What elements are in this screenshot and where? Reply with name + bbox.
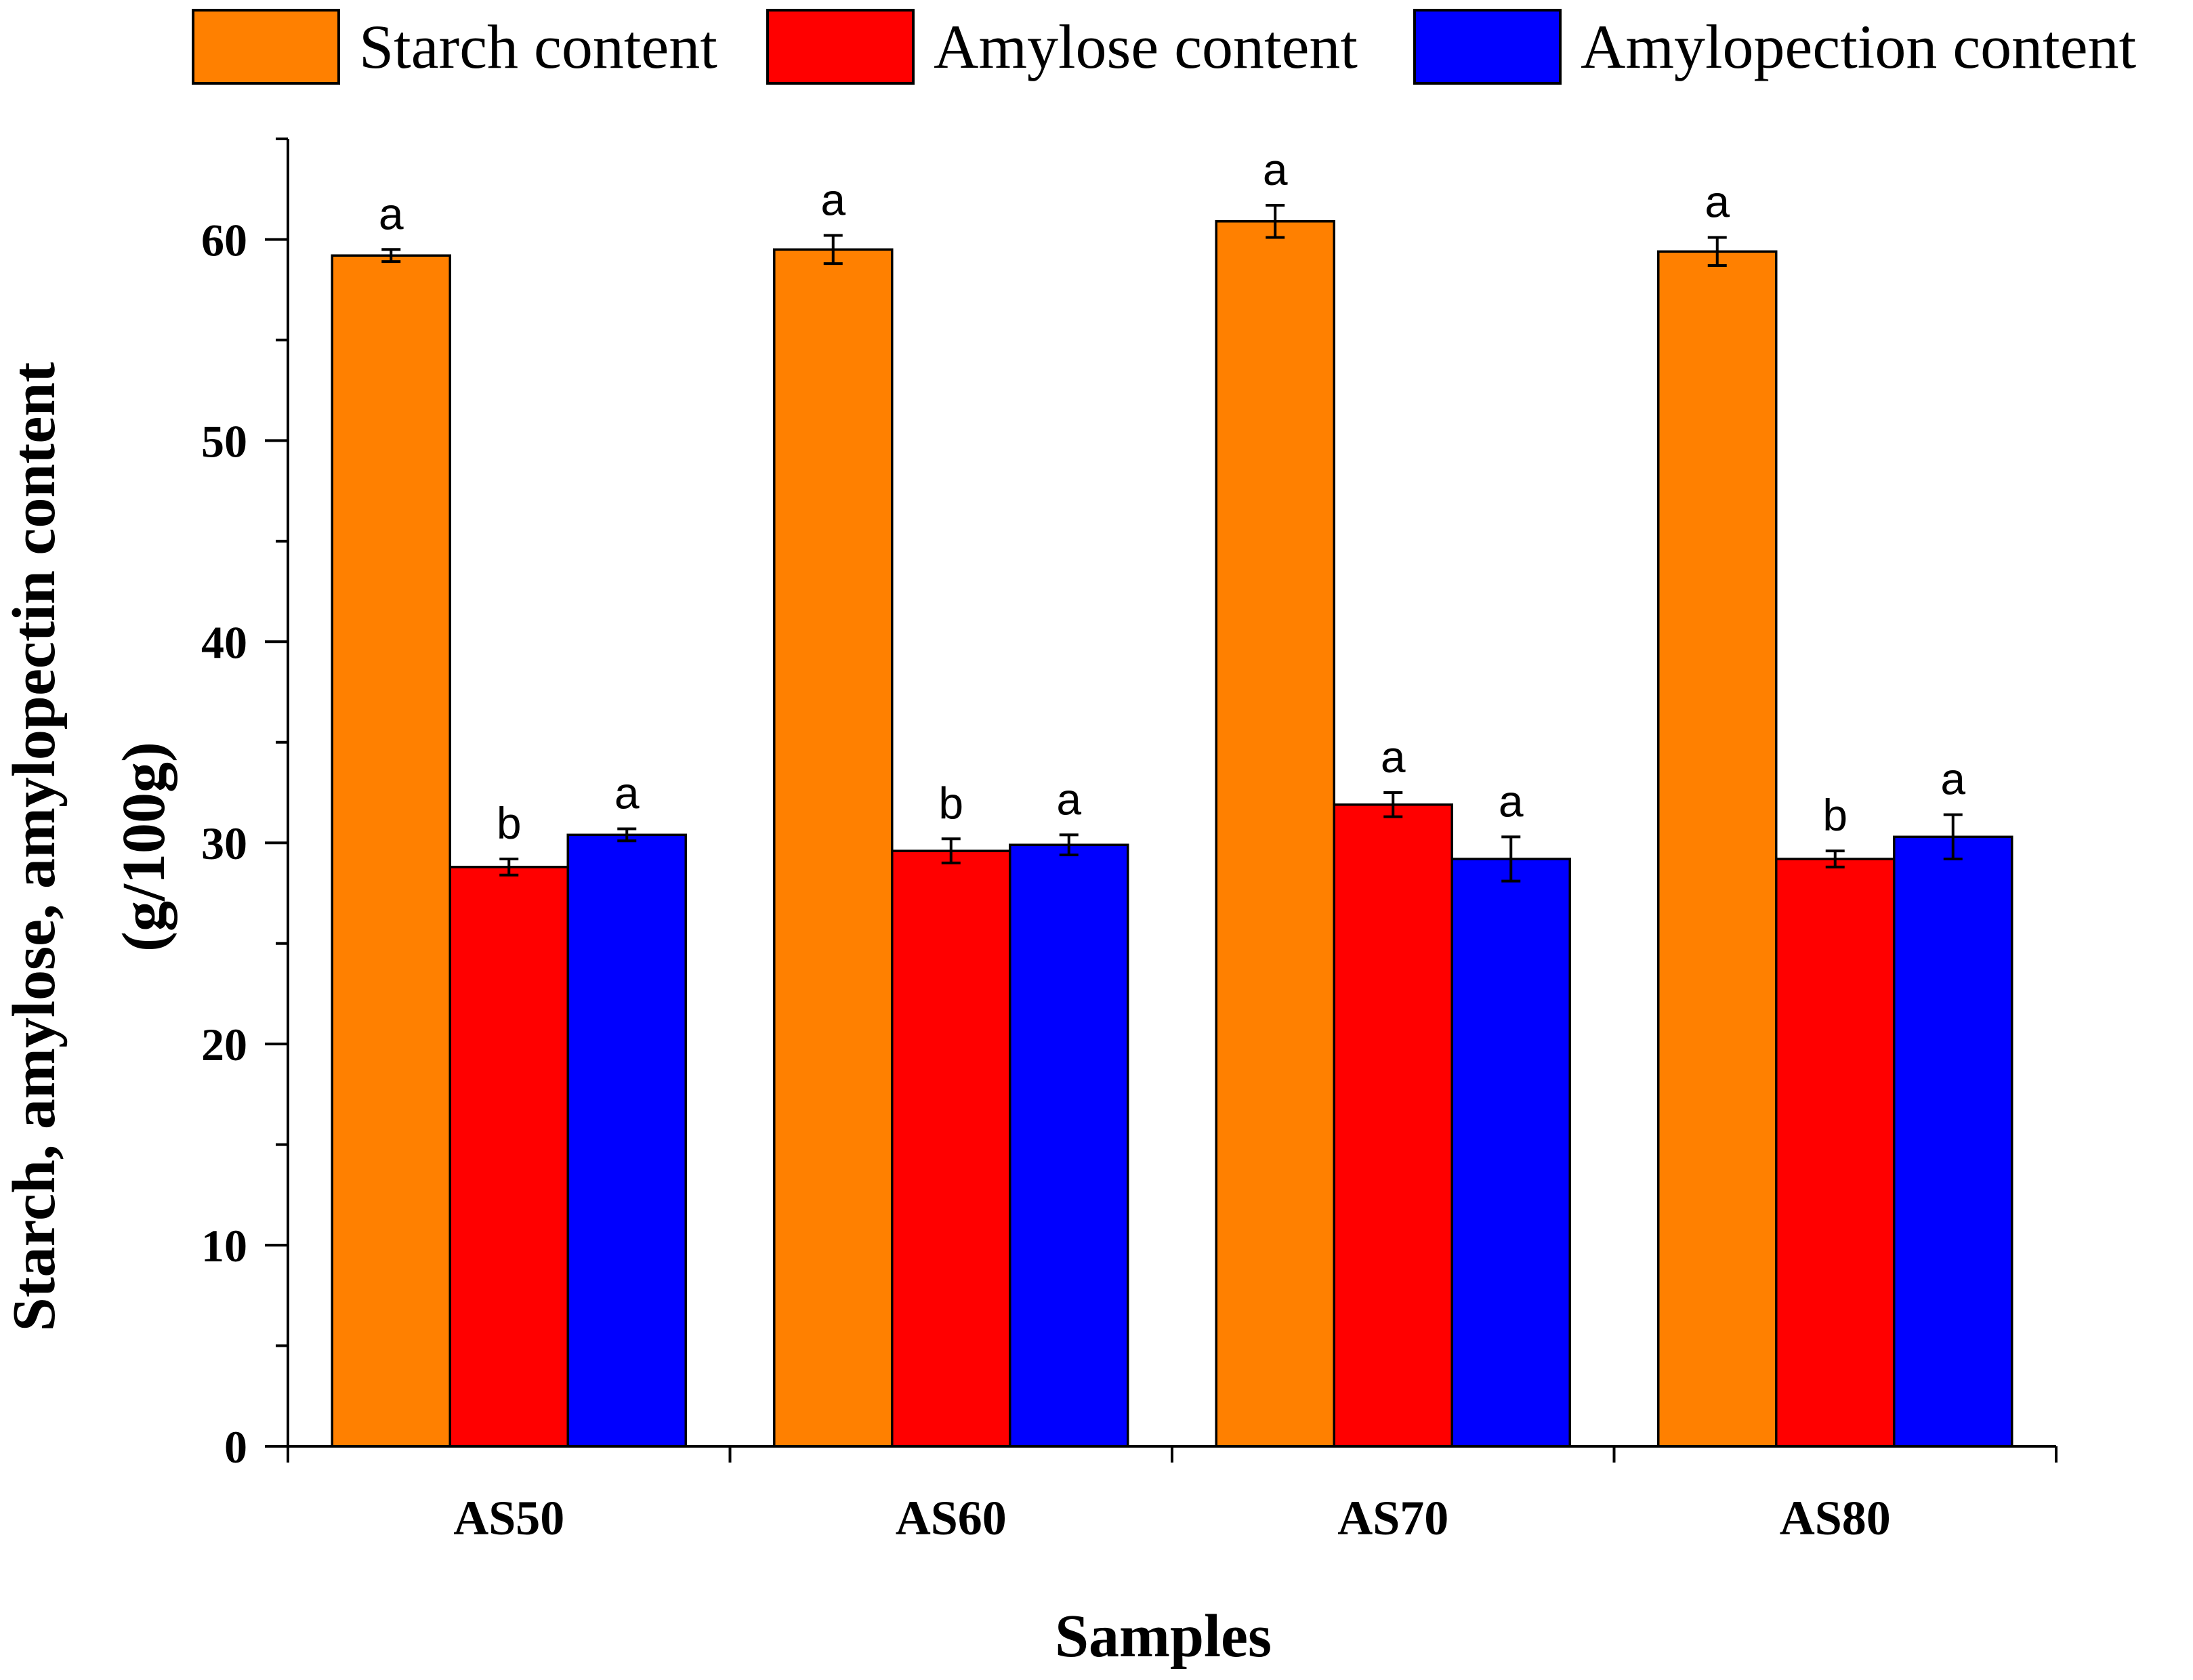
- x-tick-label-as70: AS70: [1337, 1491, 1448, 1545]
- y-tick-label: 50: [201, 415, 247, 467]
- legend-swatch-starch: [192, 9, 340, 85]
- y-tick-label: 60: [201, 214, 247, 266]
- sig-label-starch-as80: a: [1705, 176, 1730, 226]
- axes: 0 10 20 30 40 50 60 AS50 AS60 AS70 AS80: [201, 138, 2058, 1545]
- y-tick-label: 0: [224, 1421, 247, 1473]
- legend-swatch-amylose: [766, 9, 915, 85]
- axis-titles: Samples Starch, amylose, amylopectin con…: [1, 362, 1272, 1670]
- sig-label-amylopectin-as60: a: [1056, 774, 1081, 824]
- legend-label-starch: Starch content: [359, 12, 717, 81]
- y-tick-label: 40: [201, 616, 247, 668]
- sig-label-amylopectin-as70: a: [1499, 776, 1524, 826]
- bars: [331, 219, 2013, 1448]
- x-tick-label-as50: AS50: [453, 1491, 564, 1545]
- bar-amylose-as50: [448, 866, 569, 1448]
- bar-amylose-as80: [1775, 858, 1896, 1448]
- bar-starch-as70: [1215, 219, 1335, 1448]
- bar-amylopectin-as50: [566, 833, 687, 1448]
- y-tick-label: 20: [201, 1019, 247, 1070]
- sig-label-starch-as60: a: [820, 175, 845, 225]
- bar-amylopectin-as70: [1450, 858, 1571, 1448]
- y-axis-title-line-1: Starch, amylose, amylopectin content: [1, 362, 68, 1332]
- bar-amylopectin-as60: [1009, 843, 1129, 1448]
- bar-amylopectin-as80: [1893, 835, 2013, 1448]
- legend-swatch-amylopectin: [1413, 9, 1562, 85]
- x-tick-label-as80: AS80: [1780, 1491, 1891, 1545]
- sig-label-starch-as70: a: [1263, 144, 1288, 194]
- sig-label-amylopectin-as50: a: [614, 768, 640, 818]
- legend: Starch content Amylose content Amylopectio…: [192, 9, 2137, 85]
- y-tick-label: 10: [201, 1220, 247, 1272]
- sig-label-amylopectin-as80: a: [1940, 754, 1965, 804]
- bar-amylose-as60: [891, 849, 1011, 1448]
- x-tick-label-as60: AS60: [896, 1491, 1007, 1545]
- bar-starch-as60: [773, 248, 894, 1448]
- bar-amylose-as70: [1333, 803, 1453, 1448]
- sig-label-amylose-as70: a: [1381, 732, 1406, 782]
- significance-labels: a b a a b a a a a a b a: [379, 144, 1966, 848]
- legend-label-amylopectin: Amylopection content: [1581, 12, 2137, 81]
- x-axis-title: Samples: [1055, 1603, 1272, 1670]
- sig-label-amylose-as80: b: [1822, 790, 1847, 840]
- sig-label-amylose-as60: b: [938, 778, 963, 828]
- y-tick-label: 30: [201, 818, 247, 869]
- legend-label-amylose: Amylose content: [934, 12, 1358, 81]
- bar-starch-as50: [331, 254, 451, 1448]
- bar-starch-as80: [1657, 250, 1778, 1448]
- error-bars: [381, 203, 1963, 883]
- y-axis-title-line-2: (g/100g): [110, 742, 177, 952]
- sig-label-amylose-as50: b: [497, 798, 522, 848]
- sig-label-starch-as50: a: [379, 188, 404, 238]
